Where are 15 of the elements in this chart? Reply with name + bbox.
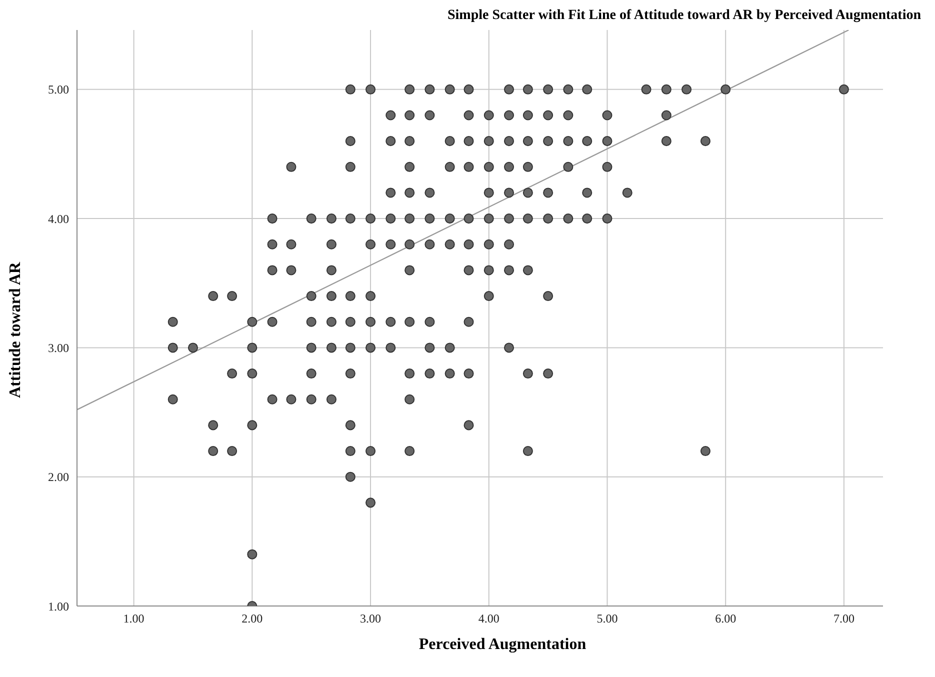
- x-tick-label: 4.00: [478, 612, 500, 626]
- y-axis-title: Attitude toward AR: [7, 262, 25, 398]
- x-tick-label: 5.00: [596, 612, 618, 626]
- y-tick-label: 4.00: [48, 212, 69, 226]
- y-tick-label: 2.00: [48, 470, 69, 484]
- y-tick-label: 1.00: [48, 599, 69, 614]
- x-tick-label: 7.00: [833, 612, 854, 626]
- x-tick-label: 3.00: [360, 612, 382, 626]
- x-axis-title: Perceived Augmentation: [418, 636, 588, 654]
- x-tick-label: 6.00: [715, 612, 736, 626]
- x-tick-label: 1.00: [123, 612, 144, 626]
- chart-title: Simple Scatter with Fit Line of Attitude toward AR by Perceived Augmentation: [447, 8, 921, 24]
- y-tick-label: 3.00: [48, 340, 69, 355]
- x-tick-label: 2.00: [242, 612, 263, 626]
- y-tick-label: 5.00: [48, 82, 69, 97]
